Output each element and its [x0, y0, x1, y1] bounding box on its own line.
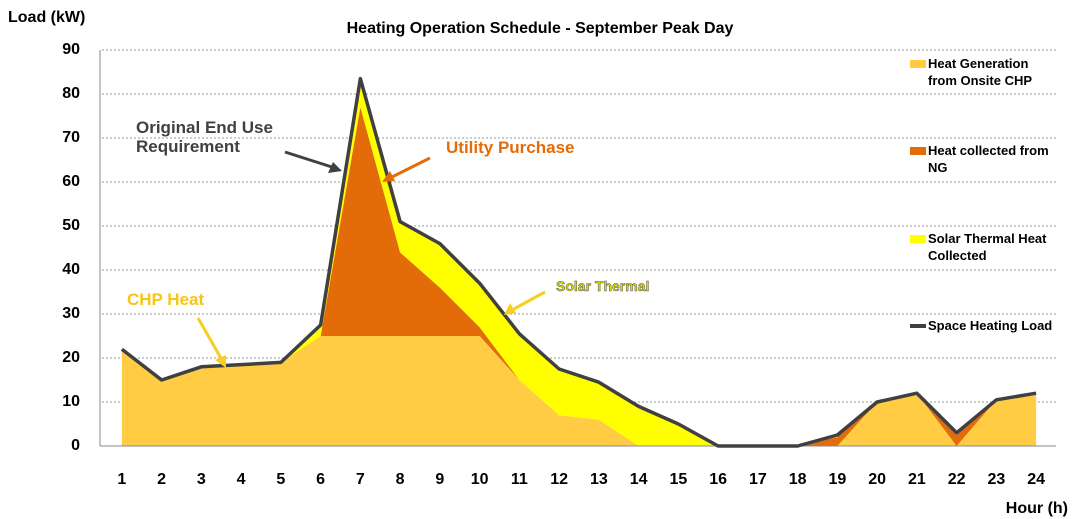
legend-swatch: [910, 235, 926, 243]
x-axis-label: Hour (h): [1006, 500, 1068, 517]
annotation: Original End Use Requirement: [136, 118, 273, 156]
x-tick-label: 20: [868, 471, 886, 488]
arrows: [196, 150, 546, 368]
area: [121, 107, 1037, 446]
x-tick-label: 7: [356, 471, 365, 488]
x-tick-label: 8: [396, 471, 405, 488]
legend-label: Solar Thermal Heat Collected: [928, 231, 1047, 263]
x-tick-label: 4: [237, 471, 246, 488]
x-tick-label: 12: [550, 471, 568, 488]
legend-swatch: [910, 60, 926, 68]
legend-label: Heat Generation from Onsite CHP: [928, 56, 1033, 88]
y-tick-label: 0: [71, 437, 80, 454]
arrow-head: [382, 171, 395, 182]
legend-swatch: [910, 324, 926, 328]
y-tick-label: 80: [62, 85, 80, 102]
y-tick-label: 90: [62, 41, 80, 58]
x-tick-label: 11: [511, 471, 528, 488]
x-tick-label: 6: [316, 471, 325, 488]
x-tick-label: 17: [749, 471, 767, 488]
arrow-head: [215, 355, 226, 368]
y-axis-label: Load (kW): [8, 9, 85, 26]
arrow: [284, 150, 336, 170]
x-tick-label: 1: [117, 471, 126, 488]
x-tick-label: 9: [435, 471, 444, 488]
y-tick-label: 40: [62, 261, 80, 278]
x-tick-label: 24: [1027, 471, 1045, 488]
x-tick-label: 5: [276, 471, 285, 488]
y-tick-label: 50: [62, 217, 80, 234]
y-tick-label: 20: [62, 349, 80, 366]
annotation: CHP Heat: [127, 290, 205, 309]
line: [120, 76, 1037, 448]
annotation: Solar Thermal: [556, 278, 650, 295]
arrow: [511, 290, 546, 312]
x-tick-label: 13: [590, 471, 608, 488]
x-tick-label: 3: [197, 471, 206, 488]
x-tick-label: 10: [471, 471, 489, 488]
arrow-head: [504, 303, 516, 315]
y-tick-label: 60: [62, 173, 80, 190]
x-tick-label: 15: [669, 471, 687, 488]
y-tick-label: 30: [62, 305, 80, 322]
arrow-head: [328, 162, 342, 173]
x-tick-label: 2: [157, 471, 166, 488]
area: [121, 336, 1037, 446]
legend-label: Heat collected from NG: [928, 143, 1049, 175]
annotation: Utility Purchase: [446, 138, 575, 157]
x-tick-label: 18: [789, 471, 807, 488]
arrow: [389, 156, 431, 180]
y-tick-label: 70: [62, 129, 80, 146]
x-tick-label: 23: [987, 471, 1005, 488]
arrow: [196, 317, 224, 361]
legend-label: Space Heating Load: [928, 318, 1053, 333]
x-tick-label: 21: [908, 471, 926, 488]
x-tick-label: 16: [709, 471, 727, 488]
x-tick-label: 22: [948, 471, 966, 488]
x-tick-label: 19: [828, 471, 846, 488]
x-tick-label: 14: [630, 471, 648, 488]
legend-swatch: [910, 147, 926, 155]
chart-title: Heating Operation Schedule - September P…: [347, 20, 734, 37]
y-tick-label: 10: [62, 393, 80, 410]
